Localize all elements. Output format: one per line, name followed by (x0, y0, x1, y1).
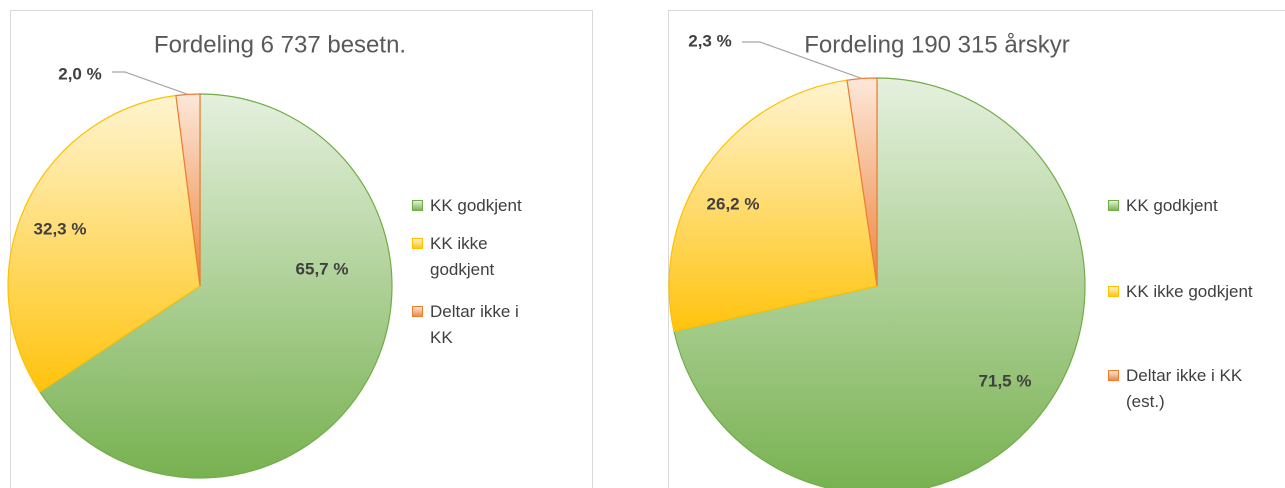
legend-swatch (1108, 200, 1119, 211)
pie-slice (7, 94, 201, 393)
pie-slice (39, 93, 393, 479)
legend-label: KK ikke godkjent (430, 234, 495, 279)
legend-label: Deltar ikke i KK (est.) (1126, 366, 1243, 411)
data-label: 2,0 % (58, 64, 101, 83)
legend-item: KK godkjent (1108, 193, 1258, 219)
legend-label: KK godkjent (1126, 196, 1218, 215)
legend-item: KK ikke godkjent (412, 231, 544, 283)
data-label: 65,7 % (296, 259, 349, 278)
pie-slice (175, 93, 201, 287)
legend: KK godkjent KK ikke godkjent Deltar ikke i… (412, 193, 544, 351)
pie-slice (673, 77, 1086, 488)
legend-label: Deltar ikke i KK (430, 302, 519, 347)
legend-item: Deltar ikke i KK (est.) (1108, 363, 1258, 415)
legend: KK godkjent KK ikke godkjent Deltar ikke i… (1108, 193, 1258, 415)
legend-item: KK godkjent (412, 193, 544, 219)
chart-title: Fordeling 190 315 årskyr (804, 31, 1069, 58)
legend-item: KK ikke godkjent (1108, 279, 1258, 305)
legend-item: Deltar ikke i KK (412, 299, 544, 351)
leader-line (112, 71, 189, 95)
legend-swatch (412, 238, 423, 249)
data-label: 2,3 % (688, 31, 731, 50)
legend-label: KK godkjent (430, 196, 522, 215)
data-label: 71,5 % (979, 371, 1032, 390)
legend-swatch (412, 306, 423, 317)
data-label: 32,3 % (34, 219, 87, 238)
legend-swatch (412, 200, 423, 211)
chart-title: Fordeling 6 737 besetn. (154, 31, 406, 58)
legend-label: KK ikke godkjent (1126, 282, 1253, 301)
pie-slice (668, 79, 878, 333)
data-label: 26,2 % (707, 194, 760, 213)
leader-line (742, 41, 863, 80)
pie-slice (846, 77, 878, 287)
legend-swatch (1108, 286, 1119, 297)
legend-swatch (1108, 370, 1119, 381)
